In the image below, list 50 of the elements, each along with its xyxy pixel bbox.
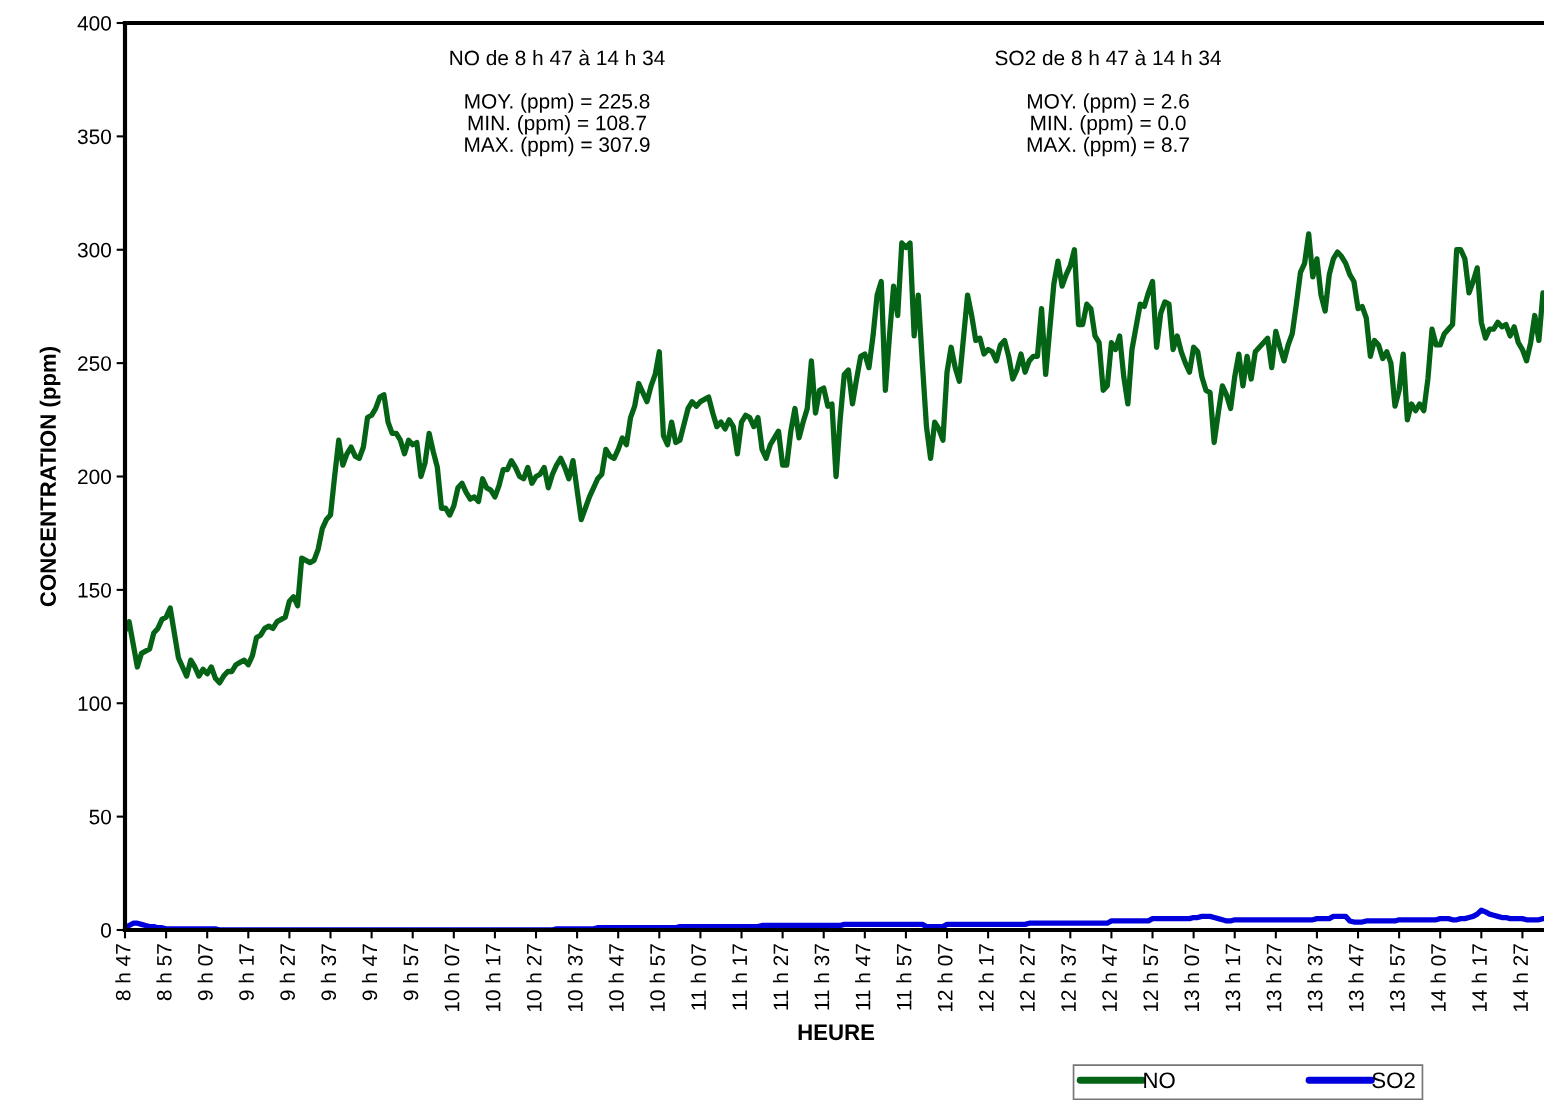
text: NO de 8 h 47 à 14 h 34 MOY. (ppm) = 225.8 MIN. (ppm) = 108.7 MAX. (ppm) = 307.9 [450,49,665,157]
x-tick-label: 9 h 27 [279,944,295,1001]
x-tick-label: 9 h 07 [197,944,213,1001]
x-tick-label: 10 h 57 [649,944,665,1012]
x-tick-label: 13 h 17 [1225,944,1241,1012]
text: SO2 de 8 h 47 à 14 h 34 MOY. (ppm) = 2.6 MIN. (ppm) = 0.0 MAX. (ppm) = 8.7 [995,49,1221,157]
x-tick-label: 13 h 57 [1389,944,1405,1012]
x-tick-label: 11 h 07 [690,944,706,1010]
x-tick-label: 9 h 37 [320,944,337,1001]
x-tick-label: 11 h 47 [855,944,871,1010]
x-tick-label: 9 h 57 [403,944,419,1001]
y-tick-label: 300 [77,242,111,258]
x-tick-label: 9 h 17 [238,944,254,1001]
x-tick-label: 11 h 27 [772,944,788,1010]
x-tick-label: 11 h 17 [731,944,747,1010]
x-tick-label: 14 h 07 [1430,944,1446,1012]
y-tick-label: 350 [77,129,111,145]
y-tick-label: 150 [78,582,111,598]
x-tick-label: 12 h 27 [1019,944,1035,1012]
y-axis-title: CONCENTRATION (ppm) [39,346,61,607]
x-tick-label: 13 h 37 [1307,944,1323,1012]
x-tick-label: 12 h 47 [1101,944,1117,1012]
x-tick-label: 14 h 27 [1512,944,1528,1012]
y-tick-label: 50 [89,809,111,825]
x-tick-label: 12 h 57 [1142,944,1159,1012]
x-tick-label: 13 h 47 [1348,944,1364,1012]
x-tick-label: 10 h 37 [567,944,583,1012]
x-tick-label: 12 h 17 [978,944,994,1012]
x-tick-label: 10 h 47 [608,944,624,1012]
x-tick-label: 10 h 17 [485,944,501,1012]
y-tick-label: 200 [78,469,111,485]
legend-label: SO2 [1372,1072,1415,1089]
x-tick-label: 14 h 17 [1471,944,1487,1012]
x-tick-label: 13 h 07 [1183,944,1200,1012]
x-tick-label: 12 h 07 [937,944,953,1012]
x-tick-label: 10 h 27 [526,944,542,1012]
x-tick-label: 11 h 57 [896,944,912,1010]
x-tick-label: 9 h 47 [361,944,378,1001]
x-tick-label: 10 h 07 [444,944,460,1012]
x-tick-label: 8 h 57 [156,944,172,1001]
y-tick-label: 250 [78,356,111,371]
x-axis-title: HEURE [798,1024,875,1041]
x-tick-label: 13 h 27 [1266,944,1282,1012]
y-tick-label: 400 [77,16,111,31]
y-tick-label: 100 [78,696,111,711]
x-tick-label: 11 h 37 [814,944,830,1010]
x-tick-label: 8 h 47 [115,944,131,1001]
x-tick-label: 12 h 37 [1060,944,1076,1012]
legend-label: NO [1144,1072,1175,1089]
y-tick-label: 0 [101,923,111,938]
